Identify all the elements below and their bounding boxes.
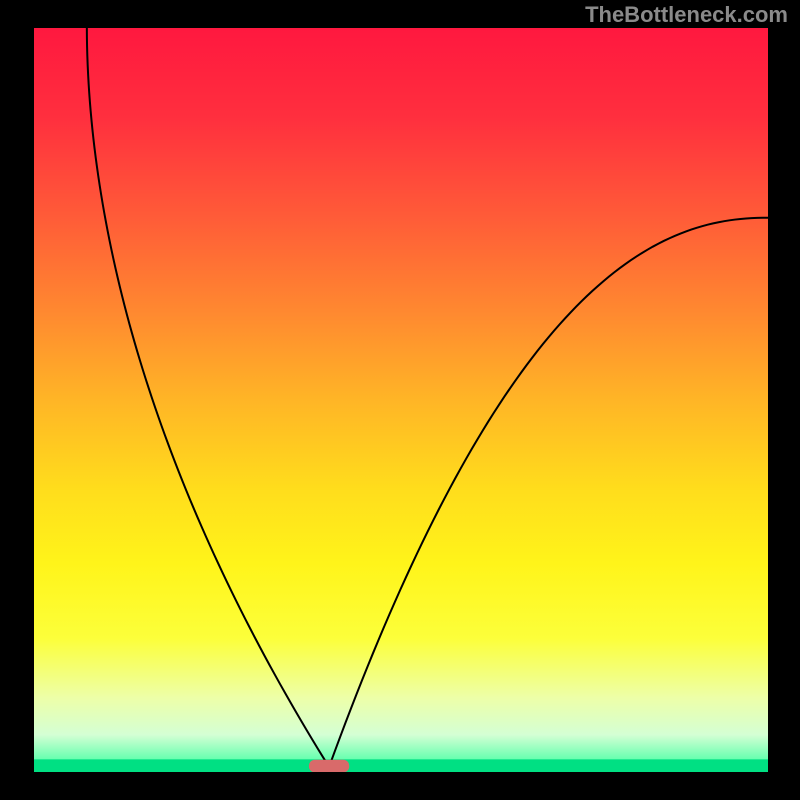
chart-container: TheBottleneck.com [0,0,800,800]
bottleneck-chart [34,28,768,772]
bottom-green-bar [34,759,768,772]
watermark-text: TheBottleneck.com [585,2,788,28]
optimal-marker [309,760,349,772]
gradient-background [34,28,768,772]
